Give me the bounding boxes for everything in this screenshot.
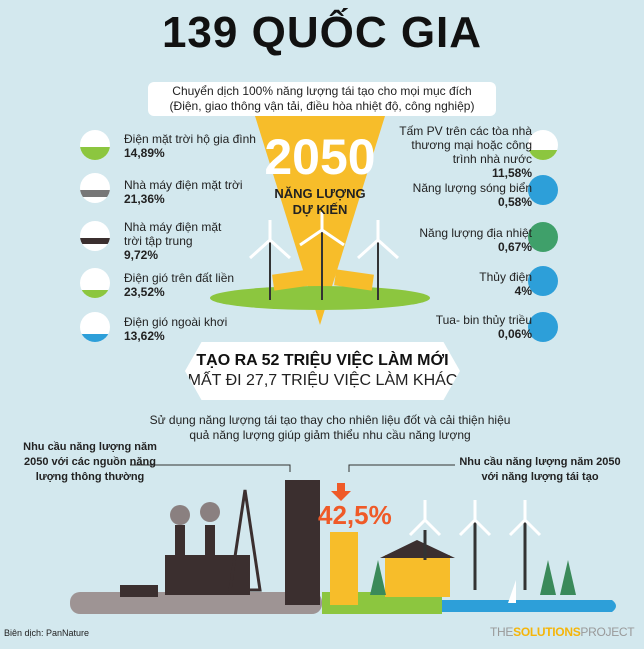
trees-icon — [370, 560, 576, 595]
offshore-wind-icon — [80, 312, 110, 342]
item-label: Tấm PV trên các tòa nhà thương mại hoặc … — [399, 124, 532, 166]
factory-icon — [165, 555, 250, 595]
target-year: 2050 — [264, 129, 376, 185]
bar-conventional — [285, 480, 320, 605]
logo-solutions: SOLUTIONS — [513, 625, 581, 639]
grass-patch — [210, 286, 430, 310]
house-icon — [385, 555, 450, 597]
item-value: 14,89% — [124, 146, 165, 160]
goal-line2: (Điện, giao thông vận tải, điều hòa nhiệ… — [169, 99, 475, 113]
hydro-drop-icon — [528, 266, 558, 296]
concentrated-solar-icon — [80, 221, 110, 251]
forecast-label-line2: DỰ KIẾN — [292, 202, 348, 217]
item-value: 0,58% — [497, 195, 532, 209]
item-value: 11,58% — [491, 166, 532, 180]
reduction-note: Sử dụng năng lượng tái tạo thay cho nhiê… — [149, 413, 511, 442]
item-value: 0,67% — [497, 240, 532, 254]
ground-conventional — [70, 592, 322, 614]
jobs-created: TẠO RA 52 TRIỆU VIỆC LÀM MỚI — [196, 352, 449, 369]
forecast-funnel — [255, 116, 385, 325]
solar-panel-icon — [272, 269, 312, 291]
item-label: Tua- bin thủy triều — [435, 313, 532, 327]
list-item: Năng lượng địa nhiệt 0,67% — [392, 226, 532, 254]
page-title: 139 QUỐC GIA — [161, 8, 483, 57]
list-item: Tấm PV trên các tòa nhà thương mại hoặc … — [392, 124, 532, 180]
tidal-turbine-icon — [528, 312, 558, 342]
sailboat-icon — [508, 580, 516, 603]
item-label: Nhà máy điện mặt trời — [124, 178, 243, 192]
jobs-banner: TẠO RA 52 TRIỆU VIỆC LÀM MỚI MẤT ĐI 27,7… — [185, 342, 460, 400]
water — [442, 600, 616, 612]
list-item: Điện gió trên đất liền 23,52% — [124, 271, 264, 299]
connector-line — [348, 464, 455, 472]
list-item: Điện gió ngoài khơi 13,62% — [124, 315, 264, 343]
renewable-demand-label: Nhu cầu năng lượng năm 2050 với năng lượ… — [459, 456, 621, 483]
goal-line1: Chuyển dịch 100% năng lượng tái tạo cho … — [172, 84, 472, 98]
truck-icon — [120, 585, 158, 597]
reduction-percent: 42,5% — [318, 500, 392, 530]
list-item: Thủy điện 4% — [392, 270, 532, 298]
forecast-label-line1: NĂNG LƯỢNG — [274, 186, 366, 201]
item-label: Thủy điện — [479, 270, 532, 284]
geothermal-globe-icon — [528, 222, 558, 252]
wave-icon — [528, 175, 558, 205]
item-label: Năng lượng địa nhiệt — [419, 226, 532, 240]
list-item: Năng lượng sóng biển 0,58% — [392, 181, 532, 209]
item-value: 4% — [514, 284, 532, 298]
item-label: Nhà máy điện mặt trời tập trung — [124, 220, 222, 248]
renewable-turbines-icon — [408, 500, 542, 590]
power-tower-icon — [228, 489, 262, 592]
solar-plant-icon — [80, 173, 110, 203]
solutions-project-logo: THESOLUTIONSPROJECT — [490, 625, 635, 639]
list-item: Nhà máy điện mặt trời 21,36% — [124, 178, 264, 206]
item-value: 0,06% — [497, 327, 532, 341]
arrow-down-icon — [331, 483, 351, 501]
list-item: Tua- bin thủy triều 0,06% — [392, 313, 532, 341]
logo-project: PROJECT — [580, 625, 635, 639]
list-item: Nhà máy điện mặt trời tập trung 9,72% — [124, 220, 239, 262]
connector-line — [130, 464, 291, 472]
item-label: Năng lượng sóng biển — [412, 181, 532, 195]
conventional-demand-label: Nhu cầu năng lượng năm 2050 với các nguồ… — [23, 441, 157, 483]
item-label: Điện mặt trời hộ gia đình — [124, 132, 256, 146]
forecast-label: NĂNG LƯỢNG DỰ KIẾN — [255, 186, 385, 218]
goal-box: Chuyển dịch 100% năng lượng tái tạo cho … — [148, 82, 496, 116]
rooftop-solar-icon — [80, 130, 110, 160]
bar-renewable — [330, 532, 358, 605]
wind-turbine-icons — [248, 212, 400, 300]
item-value: 23,52% — [124, 285, 165, 299]
solar-panel-icon — [334, 269, 374, 291]
item-value: 21,36% — [124, 192, 165, 206]
commercial-pv-icon — [528, 130, 558, 160]
item-label: Điện gió trên đất liền — [124, 271, 235, 285]
jobs-lost: MẤT ĐI 27,7 TRIỆU VIỆC LÀM KHÁC — [187, 372, 458, 389]
onshore-wind-icon — [80, 268, 110, 298]
item-label: Điện gió ngoài khơi — [124, 315, 228, 329]
list-item: Điện mặt trời hộ gia đình 14,89% — [124, 132, 264, 160]
translation-credit: Biên dịch: PanNature — [4, 628, 90, 638]
item-value: 13,62% — [124, 329, 165, 343]
logo-the: THE — [490, 625, 514, 639]
item-value: 9,72% — [124, 248, 159, 262]
